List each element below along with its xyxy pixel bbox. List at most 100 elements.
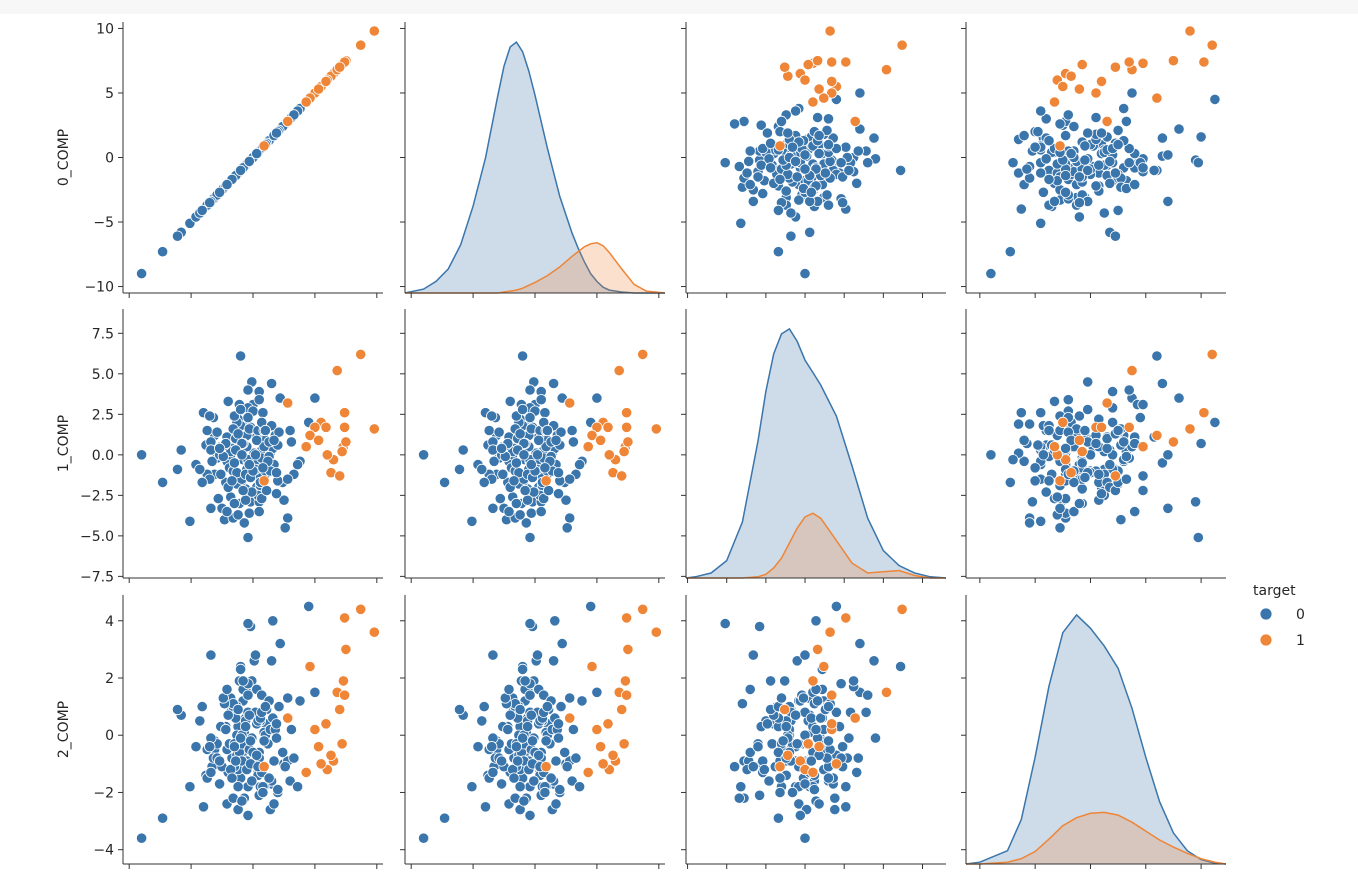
scatter-point-target-1	[334, 61, 346, 73]
scatter-point-target-0	[204, 197, 216, 209]
scatter-point-target-0	[242, 617, 254, 630]
scatter-point-target-0	[242, 411, 254, 424]
scatter-point-target-0	[1018, 434, 1030, 446]
scatter-point-target-0	[487, 649, 499, 661]
scatter-point-target-1	[616, 703, 628, 716]
scatter-point-target-0	[524, 384, 536, 396]
scatter-point-target-0	[736, 698, 749, 710]
y-tick-label: −5	[93, 215, 114, 231]
scatter-point-target-0	[1123, 157, 1135, 169]
scatter-point-target-0	[757, 188, 769, 200]
scatter-point-target-1	[309, 421, 321, 433]
scatter-point-target-1	[1198, 407, 1210, 419]
scatter-point-target-1	[312, 434, 325, 446]
scatter-point-target-0	[237, 675, 249, 687]
scatter-point-target-0	[538, 492, 550, 505]
scatter-point-target-0	[1073, 171, 1086, 183]
scatter-point-target-0	[232, 509, 244, 521]
scatter-point-target-0	[847, 675, 860, 687]
scatter-point-target-0	[852, 145, 864, 157]
scatter-point-target-0	[763, 775, 775, 787]
scatter-point-target-0	[1079, 471, 1091, 484]
scatter-point-target-0	[538, 689, 550, 701]
scatter-point-target-0	[738, 115, 750, 128]
scatter-point-target-0	[799, 649, 811, 661]
scatter-point-target-0	[502, 723, 514, 736]
scatter-point-target-0	[136, 267, 148, 280]
scatter-point-target-1	[1126, 364, 1138, 377]
scatter-point-target-1	[594, 741, 607, 753]
scatter-point-target-1	[331, 364, 343, 377]
scatter-point-target-0	[791, 171, 803, 183]
scatter-point-target-0	[516, 732, 529, 744]
scatter-point-target-0	[251, 148, 263, 160]
scatter-point-target-0	[487, 502, 499, 514]
scatter-point-target-1	[564, 712, 576, 724]
scatter-point-target-1	[1073, 434, 1086, 446]
scatter-point-target-0	[1162, 195, 1174, 207]
scatter-point-target-1	[1076, 445, 1088, 458]
scatter-point-target-0	[514, 509, 526, 521]
scatter-point-target-0	[789, 709, 802, 721]
scatter-point-target-0	[747, 649, 759, 661]
scatter-point-target-0	[259, 424, 271, 437]
scatter-point-target-0	[1029, 462, 1041, 474]
scatter-point-target-0	[194, 463, 206, 475]
scatter-point-target-1	[650, 626, 662, 638]
panel-r1-c1	[400, 309, 665, 583]
scatter-point-target-0	[196, 204, 208, 216]
scatter-point-target-1	[826, 689, 838, 701]
scatter-point-target-1	[620, 421, 633, 433]
scatter-point-target-0	[835, 157, 847, 169]
scatter-point-target-0	[777, 735, 789, 747]
scatter-point-target-1	[1065, 70, 1077, 82]
scatter-point-target-0	[735, 217, 747, 229]
scatter-point-target-0	[279, 761, 291, 773]
scatter-point-target-0	[204, 741, 216, 753]
kde-fill-target-1	[405, 242, 665, 293]
scatter-point-target-1	[355, 348, 367, 360]
scatter-point-target-0	[214, 442, 226, 454]
scatter-point-target-0	[1162, 449, 1174, 461]
legend-label-0: 0	[1296, 607, 1305, 623]
scatter-point-target-0	[1026, 496, 1039, 508]
scatter-point-target-0	[555, 700, 567, 713]
scatter-point-target-1	[637, 603, 649, 615]
scatter-point-target-0	[1054, 502, 1066, 514]
scatter-point-target-0	[868, 655, 880, 667]
scatter-point-target-0	[785, 207, 797, 219]
scatter-point-target-0	[793, 798, 805, 810]
scatter-point-target-1	[1184, 25, 1196, 37]
scatter-point-target-0	[1090, 437, 1102, 450]
scatter-point-target-0	[157, 812, 169, 824]
scatter-point-target-1	[320, 421, 332, 433]
scatter-point-target-0	[1035, 407, 1047, 419]
scatter-point-target-1	[338, 421, 351, 433]
scatter-point-target-0	[1073, 197, 1086, 209]
scatter-point-target-1	[826, 56, 838, 68]
scatter-point-target-0	[1029, 141, 1041, 153]
scatter-point-target-0	[799, 267, 811, 280]
scatter-point-target-0	[772, 812, 785, 824]
scatter-point-target-0	[478, 476, 490, 488]
scatter-point-target-0	[1123, 142, 1135, 155]
scatter-point-target-0	[510, 497, 523, 510]
scatter-point-target-0	[136, 832, 148, 844]
scatter-point-target-0	[274, 637, 286, 650]
scatter-point-target-1	[1151, 92, 1163, 104]
scatter-point-target-0	[1129, 505, 1141, 518]
scatter-point-target-0	[240, 494, 252, 506]
scatter-point-target-0	[840, 141, 852, 153]
scatter-point-target-0	[221, 179, 233, 191]
panel-background	[686, 309, 946, 578]
scatter-point-target-0	[494, 492, 506, 505]
scatter-point-target-0	[476, 463, 488, 475]
scatter-point-target-0	[291, 781, 304, 793]
scatter-point-target-0	[1120, 450, 1133, 463]
scatter-point-target-0	[235, 403, 247, 416]
scatter-point-target-0	[1126, 87, 1138, 99]
scatter-point-target-0	[240, 720, 252, 733]
scatter-point-target-0	[235, 350, 247, 362]
scatter-point-target-0	[822, 199, 835, 211]
scatter-point-target-0	[258, 735, 270, 747]
